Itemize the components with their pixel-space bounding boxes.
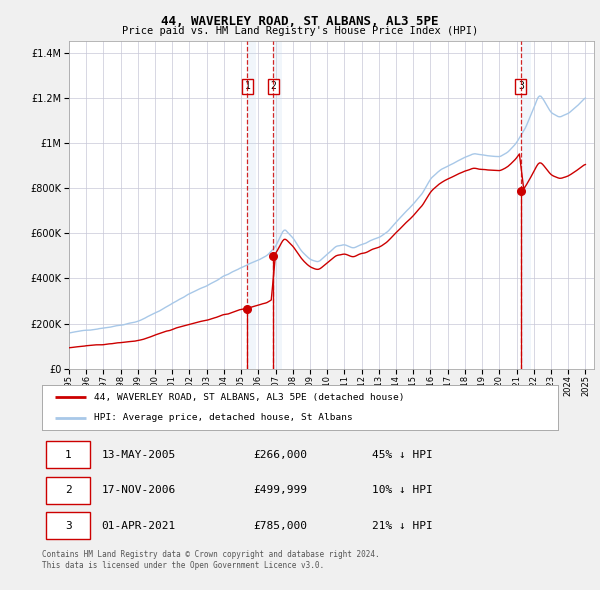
- Text: Contains HM Land Registry data © Crown copyright and database right 2024.: Contains HM Land Registry data © Crown c…: [42, 550, 380, 559]
- Bar: [521, 41, 531, 369]
- Text: 13-MAY-2005: 13-MAY-2005: [101, 450, 176, 460]
- FancyBboxPatch shape: [46, 477, 90, 504]
- Text: Price paid vs. HM Land Registry's House Price Index (HPI): Price paid vs. HM Land Registry's House …: [122, 26, 478, 36]
- Bar: [274, 41, 282, 369]
- Text: 3: 3: [518, 81, 524, 91]
- FancyBboxPatch shape: [46, 513, 90, 539]
- Text: 45% ↓ HPI: 45% ↓ HPI: [372, 450, 433, 460]
- Text: This data is licensed under the Open Government Licence v3.0.: This data is licensed under the Open Gov…: [42, 560, 324, 569]
- Text: 2: 2: [65, 486, 71, 495]
- Text: 44, WAVERLEY ROAD, ST ALBANS, AL3 5PE: 44, WAVERLEY ROAD, ST ALBANS, AL3 5PE: [161, 15, 439, 28]
- Text: 17-NOV-2006: 17-NOV-2006: [101, 486, 176, 495]
- Text: £785,000: £785,000: [254, 521, 308, 531]
- Text: 44, WAVERLEY ROAD, ST ALBANS, AL3 5PE (detached house): 44, WAVERLEY ROAD, ST ALBANS, AL3 5PE (d…: [94, 393, 404, 402]
- Text: £266,000: £266,000: [254, 450, 308, 460]
- Text: HPI: Average price, detached house, St Albans: HPI: Average price, detached house, St A…: [94, 413, 352, 422]
- Text: 2: 2: [271, 81, 277, 91]
- Text: 10% ↓ HPI: 10% ↓ HPI: [372, 486, 433, 495]
- Text: £499,999: £499,999: [254, 486, 308, 495]
- Text: 21% ↓ HPI: 21% ↓ HPI: [372, 521, 433, 531]
- FancyBboxPatch shape: [46, 441, 90, 468]
- Text: 1: 1: [244, 81, 250, 91]
- Text: 01-APR-2021: 01-APR-2021: [101, 521, 176, 531]
- Text: 3: 3: [65, 521, 71, 531]
- Text: 1: 1: [65, 450, 71, 460]
- Bar: [247, 41, 256, 369]
